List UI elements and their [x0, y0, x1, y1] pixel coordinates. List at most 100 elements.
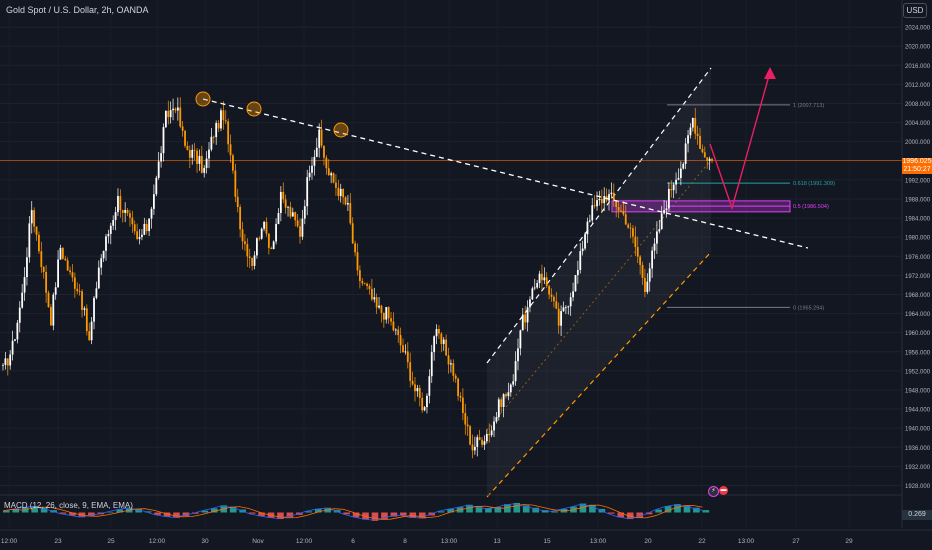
candle-body — [351, 223, 354, 244]
candle-body — [105, 236, 107, 251]
candle-body — [521, 314, 524, 331]
candle-body — [30, 210, 33, 224]
candle-body — [382, 312, 385, 320]
macd-histogram-bar — [31, 505, 38, 513]
time-tick-label: 15 — [543, 538, 551, 545]
candle-body — [555, 301, 558, 309]
candle-body — [526, 307, 529, 323]
macd-histogram-bar — [258, 512, 265, 517]
macd-histogram-bar — [210, 508, 218, 513]
candle-body — [241, 229, 244, 242]
candle-body — [687, 135, 689, 144]
candle-body — [119, 196, 122, 211]
candle-body — [136, 231, 139, 239]
candle-body — [323, 145, 325, 158]
candle-body — [315, 147, 318, 157]
candle-body — [141, 234, 143, 237]
macd-histogram-bar — [229, 506, 237, 513]
chart-title: Gold Spot / U.S. Dollar, 2h, OANDA — [6, 5, 149, 15]
candle-body — [706, 157, 709, 161]
candle-body — [574, 275, 577, 292]
candle-body — [287, 206, 289, 208]
price-tick-label: 1964.000 — [905, 312, 931, 318]
candle-body — [378, 305, 380, 308]
candle-body — [651, 250, 654, 269]
candle-body — [222, 110, 225, 121]
candle-body — [466, 424, 469, 427]
candle-body — [174, 108, 177, 111]
price-tick-label: 2000.000 — [905, 140, 931, 146]
macd-indicator-label[interactable]: MACD (12, 26, close, 9, EMA, EMA) — [4, 501, 133, 510]
macd-histogram-bar — [513, 502, 521, 513]
candle-body — [35, 226, 38, 235]
fib-level-label: 1 (2007.713) — [793, 103, 824, 109]
candle-body — [500, 399, 503, 407]
candle-body — [131, 217, 134, 225]
candle-body — [42, 267, 45, 272]
candle-body — [97, 267, 100, 289]
candle-body — [615, 200, 618, 208]
candle-body — [6, 358, 9, 366]
candle-body — [567, 306, 570, 308]
candle-body — [488, 433, 491, 436]
candle-body — [332, 173, 335, 183]
candle-body — [375, 297, 378, 308]
candle-body — [126, 209, 129, 214]
candle-body — [600, 198, 603, 204]
currency-button[interactable]: USD — [903, 3, 927, 18]
candle-body — [66, 260, 69, 271]
last-price-tag: 1996.025 21:50:27 — [902, 158, 932, 174]
candle-body — [370, 288, 373, 300]
macd-histogram-bar — [608, 512, 615, 514]
flag-event-icon[interactable]: ▬ — [719, 486, 728, 495]
candle-body — [366, 283, 368, 287]
candle-body — [59, 247, 62, 260]
candle-body — [157, 161, 160, 178]
price-tick-label: 1928.000 — [905, 484, 931, 490]
candle-body — [617, 207, 620, 211]
candle-body — [691, 117, 694, 128]
macd-histogram-bar — [248, 512, 256, 514]
macd-histogram-bar — [116, 509, 124, 513]
candle-body — [153, 194, 155, 209]
candle-body — [40, 251, 43, 268]
candle-body — [656, 231, 658, 244]
forecast-arrow-path — [709, 71, 771, 211]
candle-body — [684, 143, 687, 164]
price-tick-label: 1968.000 — [905, 293, 931, 299]
touch-point-marker — [246, 101, 262, 117]
candle-body — [440, 333, 443, 344]
candle-body — [545, 277, 548, 286]
candle-body — [224, 120, 227, 122]
candle-body — [581, 248, 584, 252]
candle-body — [663, 210, 665, 214]
channel-lower-line — [486, 251, 712, 498]
candle-body — [212, 136, 215, 138]
fib-level-label: 0 (1965.294) — [793, 305, 824, 311]
candle-body — [632, 228, 634, 237]
candle-body — [490, 430, 493, 436]
price-tick-label: 1972.000 — [905, 274, 931, 280]
resistance-trendline — [202, 98, 809, 249]
macd-histogram-bar — [182, 512, 190, 517]
candle-body — [433, 336, 436, 353]
candle-body — [524, 314, 527, 323]
candle-body — [176, 107, 179, 111]
candle-body — [28, 223, 31, 258]
candle-body — [270, 247, 273, 249]
candle-body — [234, 170, 237, 197]
flash-event-icon[interactable]: ⚡ — [708, 486, 719, 497]
candle-body — [47, 292, 50, 308]
candle-body — [648, 268, 651, 282]
candle-body — [485, 433, 488, 442]
time-tick-label: 29 — [845, 538, 853, 545]
candle-body — [342, 188, 345, 198]
price-tick-label: 2012.000 — [905, 83, 931, 89]
candle-body — [308, 172, 311, 178]
candle-body — [117, 196, 119, 213]
candle-body — [636, 247, 639, 257]
candle-body — [18, 307, 21, 323]
macd-histogram-bar — [12, 508, 20, 513]
candle-body — [445, 339, 448, 356]
